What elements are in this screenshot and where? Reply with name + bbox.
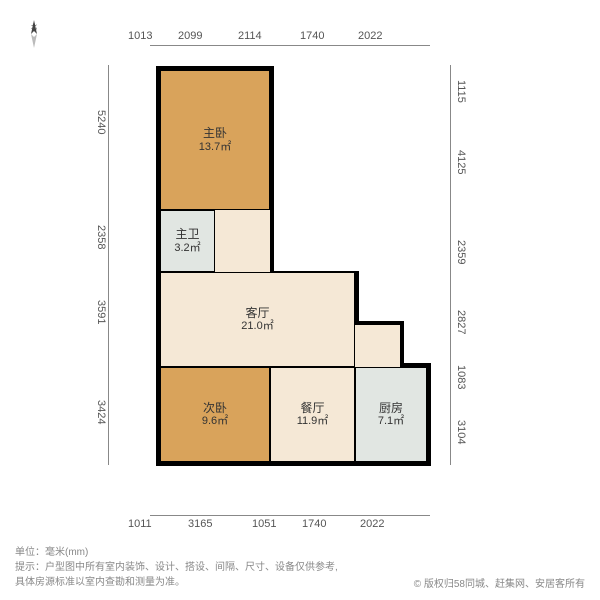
- compass-label: 北: [31, 23, 37, 31]
- room-area: 3.2㎡: [174, 242, 200, 255]
- room-area: 7.1㎡: [378, 415, 404, 428]
- room-label: 主卫: [175, 227, 199, 241]
- dim-bottom-3: 1740: [302, 518, 326, 530]
- floor-plan: 主卧13.7㎡ 主卫3.2㎡ 客厅21.0㎡ 次卧9.6㎡ 餐厅11.9㎡ 厨房…: [100, 50, 500, 510]
- room-notch: [355, 325, 400, 367]
- dim-top-2: 2114: [238, 30, 262, 42]
- footer-left: 单位：毫米(mm) 提示：户型图中所有室内装饰、设计、搭设、间隔、尺寸、设备仅供…: [15, 545, 338, 590]
- room-master-bedroom: 主卧13.7㎡: [160, 70, 270, 210]
- footer-note2: 具体房源标准以室内查勘和测量为准。: [15, 575, 338, 590]
- room-label: 餐厅: [300, 401, 324, 415]
- room-area: 11.9㎡: [297, 415, 329, 428]
- room-master-bath: 主卫3.2㎡: [160, 210, 215, 272]
- dim-top-4: 2022: [358, 30, 382, 42]
- room-hall-fill: [215, 210, 270, 272]
- dim-bottom-1: 3165: [188, 518, 212, 530]
- dim-top-0: 1013: [128, 30, 152, 42]
- room-dining: 餐厅11.9㎡: [270, 367, 355, 462]
- room-living: 客厅21.0㎡: [160, 272, 355, 367]
- dim-bottom-2: 1051: [252, 518, 276, 530]
- footer: 单位：毫米(mm) 提示：户型图中所有室内装饰、设计、搭设、间隔、尺寸、设备仅供…: [15, 545, 585, 590]
- room-area: 13.7㎡: [199, 141, 231, 154]
- compass-icon: 北: [18, 18, 50, 50]
- dim-bottom-4: 2022: [360, 518, 384, 530]
- room-label: 主卧: [203, 126, 227, 140]
- room-second-bedroom: 次卧9.6㎡: [160, 367, 270, 462]
- room-kitchen: 厨房7.1㎡: [355, 367, 427, 462]
- dim-line-bottom: [150, 515, 430, 516]
- footer-copyright: © 版权归58同城、赶集网、安居客所有: [414, 575, 585, 590]
- dim-bottom-0: 1011: [128, 518, 152, 530]
- room-label: 客厅: [245, 306, 269, 320]
- dim-top-3: 1740: [300, 30, 324, 42]
- room-label: 次卧: [203, 401, 227, 415]
- footer-note1: 提示：户型图中所有室内装饰、设计、搭设、间隔、尺寸、设备仅供参考,: [15, 560, 338, 575]
- dim-line-top: [150, 45, 430, 46]
- room-area: 21.0㎡: [241, 320, 273, 333]
- room-label: 厨房: [379, 401, 403, 415]
- dim-top-1: 2099: [178, 30, 202, 42]
- room-area: 9.6㎡: [202, 415, 228, 428]
- footer-unit: 单位：毫米(mm): [15, 545, 338, 560]
